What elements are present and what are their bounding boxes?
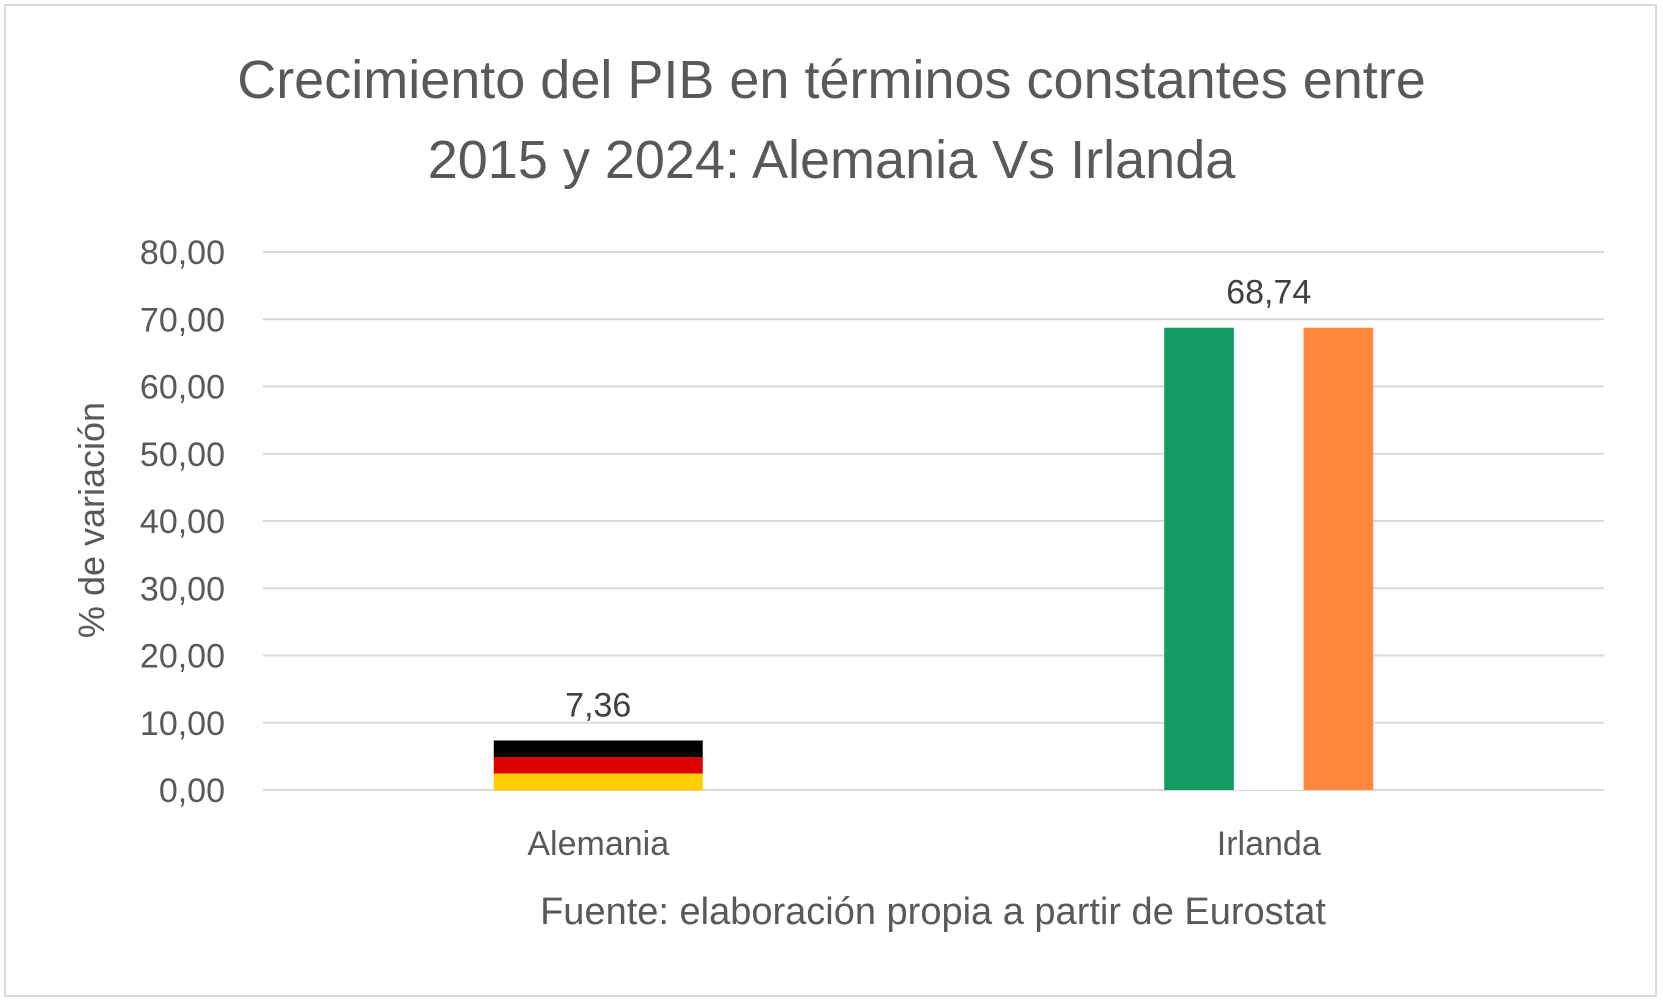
y-tick-label: 80,00 (140, 234, 225, 272)
chart-frame (4, 4, 1657, 997)
y-axis-title: % de variación (71, 402, 112, 638)
chart-title-line1: Crecimiento del PIB en términos constant… (237, 50, 1426, 110)
x-category-label: Irlanda (1217, 825, 1321, 863)
bar-alemania-stripe (493, 757, 703, 775)
data-label: 7,36 (565, 687, 631, 725)
y-tick-label: 0,00 (159, 772, 225, 810)
y-tick-label: 60,00 (140, 369, 225, 407)
y-tick-label: 70,00 (140, 301, 225, 339)
chart-title-line2: 2015 y 2024: Alemania Vs Irlanda (427, 130, 1236, 190)
x-axis-title: Fuente: elaboración propia a partir de E… (540, 891, 1326, 933)
bar-alemania-stripe (493, 773, 703, 791)
x-category-label: Alemania (527, 825, 669, 863)
bar-irlanda-stripe (1233, 327, 1304, 790)
y-tick-label: 40,00 (140, 503, 225, 541)
y-tick-label: 10,00 (140, 705, 225, 743)
bar-irlanda-stripe (1303, 327, 1374, 790)
bar-irlanda-stripe (1164, 327, 1234, 790)
bar-alemania-stripe (493, 740, 703, 758)
y-tick-label: 20,00 (140, 638, 225, 676)
y-tick-label: 30,00 (140, 570, 225, 608)
y-tick-label: 50,00 (140, 436, 225, 474)
data-label: 68,74 (1226, 274, 1311, 312)
chart-title: Crecimiento del PIB en términos constant… (0, 40, 1663, 200)
